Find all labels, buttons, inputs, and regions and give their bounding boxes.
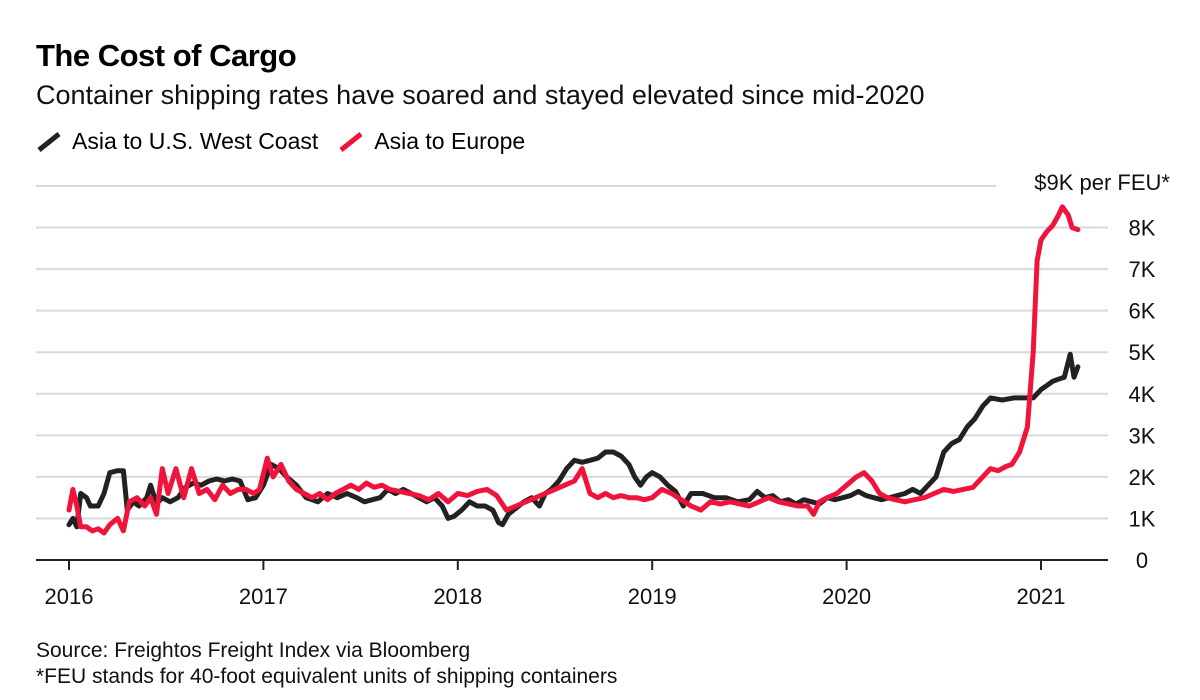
legend-swatch-black-icon — [37, 131, 61, 152]
top-label-background — [996, 168, 1176, 198]
x-tick-label: 2021 — [1017, 584, 1066, 609]
legend-swatch-red-icon — [339, 131, 363, 152]
y-axis-top-label: $9K per FEU* — [1034, 170, 1170, 195]
legend: Asia to U.S. West Coast Asia to Europe — [36, 128, 545, 155]
x-tick-label: 2017 — [239, 584, 288, 609]
feu-footnote: *FEU stands for 40-foot equivalent units… — [36, 665, 618, 688]
x-tick-label: 2018 — [433, 584, 482, 609]
chart-subtitle: Container shipping rates have soared and… — [36, 80, 925, 110]
y-tick-label: 3K — [1129, 423, 1156, 448]
y-tick-label: 4K — [1129, 382, 1156, 407]
x-tick-label: 2020 — [822, 584, 871, 609]
x-tick-label: 2019 — [628, 584, 677, 609]
legend-item-us-west-coast: Asia to U.S. West Coast — [36, 128, 318, 155]
chart-title: The Cost of Cargo — [36, 38, 297, 73]
y-tick-label: 7K — [1129, 257, 1156, 282]
y-tick-label: 5K — [1129, 340, 1156, 365]
series-line-asia-to-europe — [66, 204, 1081, 536]
legend-label-us-west-coast: Asia to U.S. West Coast — [72, 128, 319, 154]
x-tick-label: 2016 — [45, 584, 94, 609]
source-note: Source: Freightos Freight Index via Bloo… — [36, 639, 471, 662]
series-line-asia-to-u-s-west-coast — [66, 351, 1081, 530]
y-tick-label: 6K — [1129, 299, 1156, 324]
footer: Source: Freightos Freight Index via Bloo… — [36, 638, 617, 690]
y-tick-label: 8K — [1129, 216, 1156, 241]
y-tick-label: 1K — [1129, 506, 1156, 531]
y-tick-label: 2K — [1129, 465, 1156, 490]
y-tick-label: 0 — [1136, 548, 1148, 573]
legend-label-europe: Asia to Europe — [374, 128, 526, 154]
legend-item-europe: Asia to Europe — [338, 128, 525, 155]
